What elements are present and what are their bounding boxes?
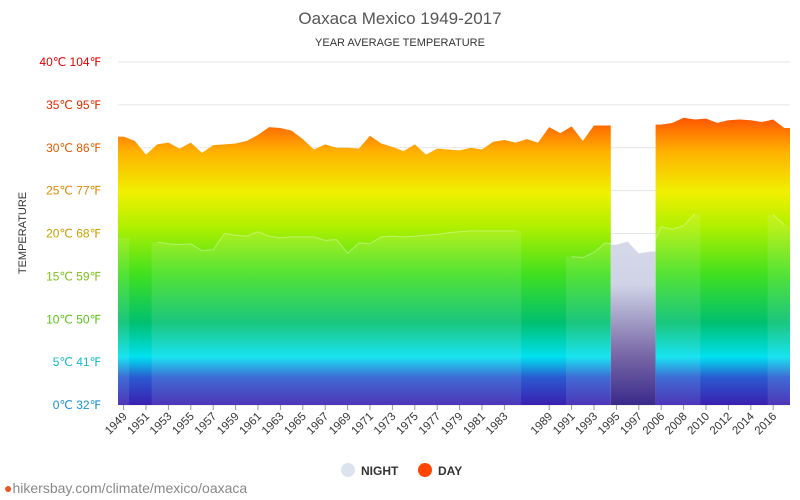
y-tick-label: 0℃ 32℉	[53, 398, 101, 412]
x-tick-label: 1967	[305, 411, 332, 438]
x-tick-label: 1963	[260, 411, 287, 438]
x-tick-label: 1949	[103, 411, 130, 438]
x-tick-label: 1981	[462, 411, 489, 438]
day-area	[118, 125, 611, 405]
day-area	[655, 117, 790, 406]
x-tick-label: 2006	[641, 411, 668, 438]
y-tick-label: 40℃ 104℉	[39, 55, 101, 69]
y-tick-label: 30℃ 86℉	[46, 141, 101, 155]
y-tick-label: 20℃ 68℉	[46, 227, 101, 241]
y-tick-label: 10℃ 50℉	[46, 312, 101, 326]
legend-night-label: NIGHT	[361, 464, 399, 478]
x-tick-label: 1955	[170, 411, 197, 438]
night-area	[767, 214, 790, 405]
x-tick-label: 2016	[753, 411, 780, 438]
x-tick-label: 1973	[372, 411, 399, 438]
x-tick-label: 1989	[529, 411, 556, 438]
x-tick-label: 1961	[238, 411, 265, 438]
legend-day-label: DAY	[438, 464, 462, 478]
night-area	[151, 230, 522, 405]
x-tick-label: 1979	[439, 411, 466, 438]
x-tick-label: 1951	[126, 411, 153, 438]
x-tick-label: 1995	[596, 411, 623, 438]
night-area	[566, 242, 611, 405]
night-line	[772, 214, 785, 226]
x-tick-label: 1975	[394, 411, 421, 438]
source-link[interactable]: ●hikersbay.com/climate/mexico/oaxaca	[4, 480, 247, 496]
night-line	[157, 230, 516, 254]
night-line	[571, 213, 696, 259]
x-tick-label: 2008	[663, 411, 690, 438]
night-area	[118, 237, 130, 405]
x-tick-label: 1971	[350, 411, 377, 438]
x-tick-label: 1959	[215, 411, 242, 438]
x-tick-label: 2010	[686, 411, 713, 438]
legend-night-marker	[341, 463, 355, 477]
x-tick-label: 1997	[618, 411, 645, 438]
x-tick-label: 2012	[708, 411, 735, 438]
legend: NIGHT DAY	[341, 463, 462, 478]
source-text: hikersbay.com/climate/mexico/oaxaca	[12, 480, 248, 496]
chart-subtitle: YEAR AVERAGE TEMPERATURE	[315, 37, 485, 49]
x-tick-label: 1969	[327, 411, 354, 438]
night-area	[655, 213, 701, 405]
y-axis-label: TEMPERATURE	[17, 192, 29, 274]
chart-title: Oaxaca Mexico 1949-2017	[298, 9, 501, 28]
x-tick-label: 1953	[148, 411, 175, 438]
y-tick-label: 5℃ 41℉	[53, 355, 101, 369]
x-tick-label: 1991	[551, 411, 578, 438]
x-tick-label: 2014	[730, 410, 757, 437]
y-tick-label: 25℃ 77℉	[46, 184, 101, 198]
x-tick-label: 1965	[282, 411, 309, 438]
x-tick-label: 1977	[417, 411, 444, 438]
x-axis-ticks: 1949195119531955195719591961196319651967…	[103, 405, 779, 437]
x-tick-label: 1993	[574, 411, 601, 438]
data-areas	[118, 117, 790, 406]
y-tick-label: 15℃ 59℉	[46, 269, 101, 283]
night-area	[610, 241, 656, 405]
y-tick-label: 35℃ 95℉	[46, 98, 101, 112]
x-tick-label: 1983	[484, 411, 511, 438]
location-pin-icon: ●	[4, 480, 13, 496]
legend-day-marker	[418, 463, 432, 477]
y-axis-ticks: 0℃ 32℉ 5℃ 41℉ 10℃ 50℉ 15℃ 59℉ 20℃ 68℉ 25℃ 77℉…	[39, 55, 101, 412]
x-tick-label: 1957	[193, 411, 220, 438]
